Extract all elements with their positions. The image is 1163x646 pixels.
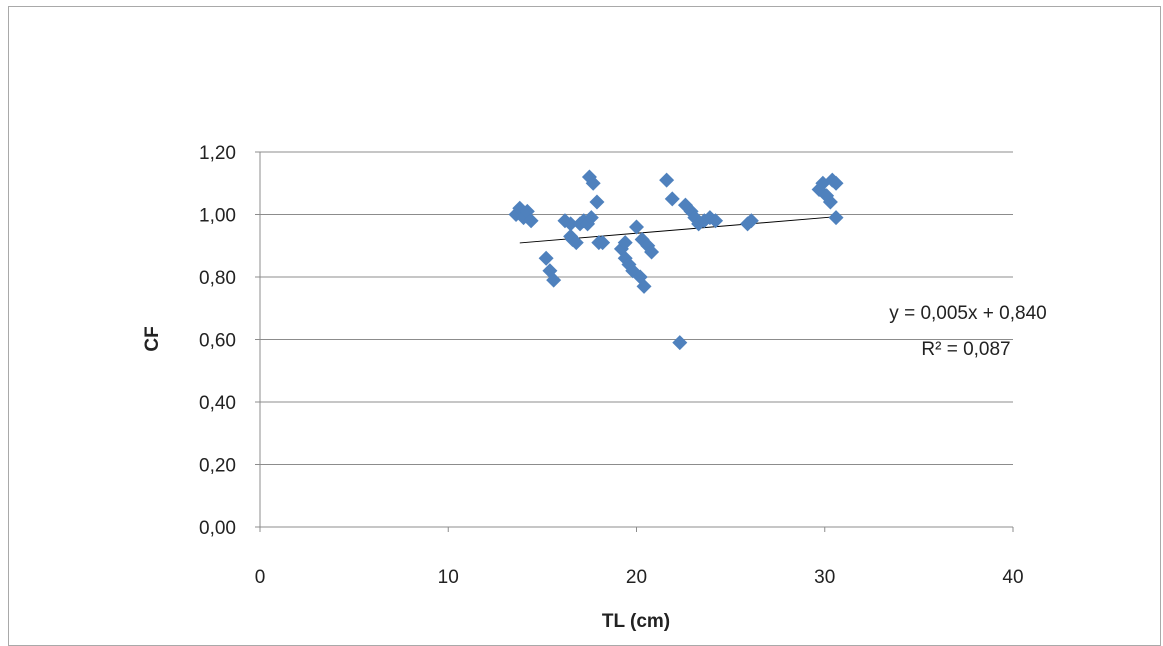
data-point-9 xyxy=(563,216,579,232)
trendline-equation: y = 0,005x + 0,840 xyxy=(889,303,1046,324)
data-point-42 xyxy=(708,213,724,229)
trendline-r-squared: R² = 0,087 xyxy=(921,339,1010,360)
y-tick-label: 0,00 xyxy=(199,518,236,539)
x-axis-title: TL (cm) xyxy=(602,611,670,632)
data-point-48 xyxy=(822,194,838,210)
chart-frame xyxy=(8,6,1161,646)
data-point-12 xyxy=(568,235,584,251)
data-point-33 xyxy=(659,172,675,188)
data-point-51 xyxy=(828,210,844,226)
data-point-17 xyxy=(585,175,601,191)
x-axis-ticks: 0 10 20 30 40 xyxy=(255,527,1024,588)
x-tick-label: 0 xyxy=(255,567,266,588)
y-tick-label: 0,20 xyxy=(199,456,236,477)
data-point-18 xyxy=(583,210,599,226)
y-axis-title: CF xyxy=(142,326,163,351)
y-tick-label: 0,60 xyxy=(199,331,236,352)
y-tick-label: 0,80 xyxy=(199,268,236,289)
data-point-21 xyxy=(595,235,611,251)
gridlines xyxy=(259,151,1013,528)
data-point-5 xyxy=(538,250,554,266)
data-point-35 xyxy=(672,335,688,351)
data-point-19 xyxy=(589,194,605,210)
data-point-7 xyxy=(546,272,562,288)
y-tick-label: 1,20 xyxy=(199,143,236,164)
data-point-4 xyxy=(523,213,539,229)
data-point-30 xyxy=(636,278,652,294)
x-tick-label: 10 xyxy=(438,567,459,588)
y-tick-label: 1,00 xyxy=(199,206,236,227)
data-point-50 xyxy=(828,175,844,191)
data-point-32 xyxy=(644,244,660,260)
data-point-27 xyxy=(629,219,644,235)
y-tick-label: 0,40 xyxy=(199,393,236,414)
data-points xyxy=(508,169,844,351)
data-point-23 xyxy=(617,235,633,251)
data-point-34 xyxy=(664,191,680,207)
x-tick-label: 30 xyxy=(814,567,835,588)
x-tick-label: 40 xyxy=(1002,567,1023,588)
x-tick-label: 20 xyxy=(626,567,647,588)
data-point-44 xyxy=(743,213,759,229)
y-axis-ticks: 0,00 0,20 0,40 0,60 0,80 1,00 1,20 xyxy=(199,143,260,539)
